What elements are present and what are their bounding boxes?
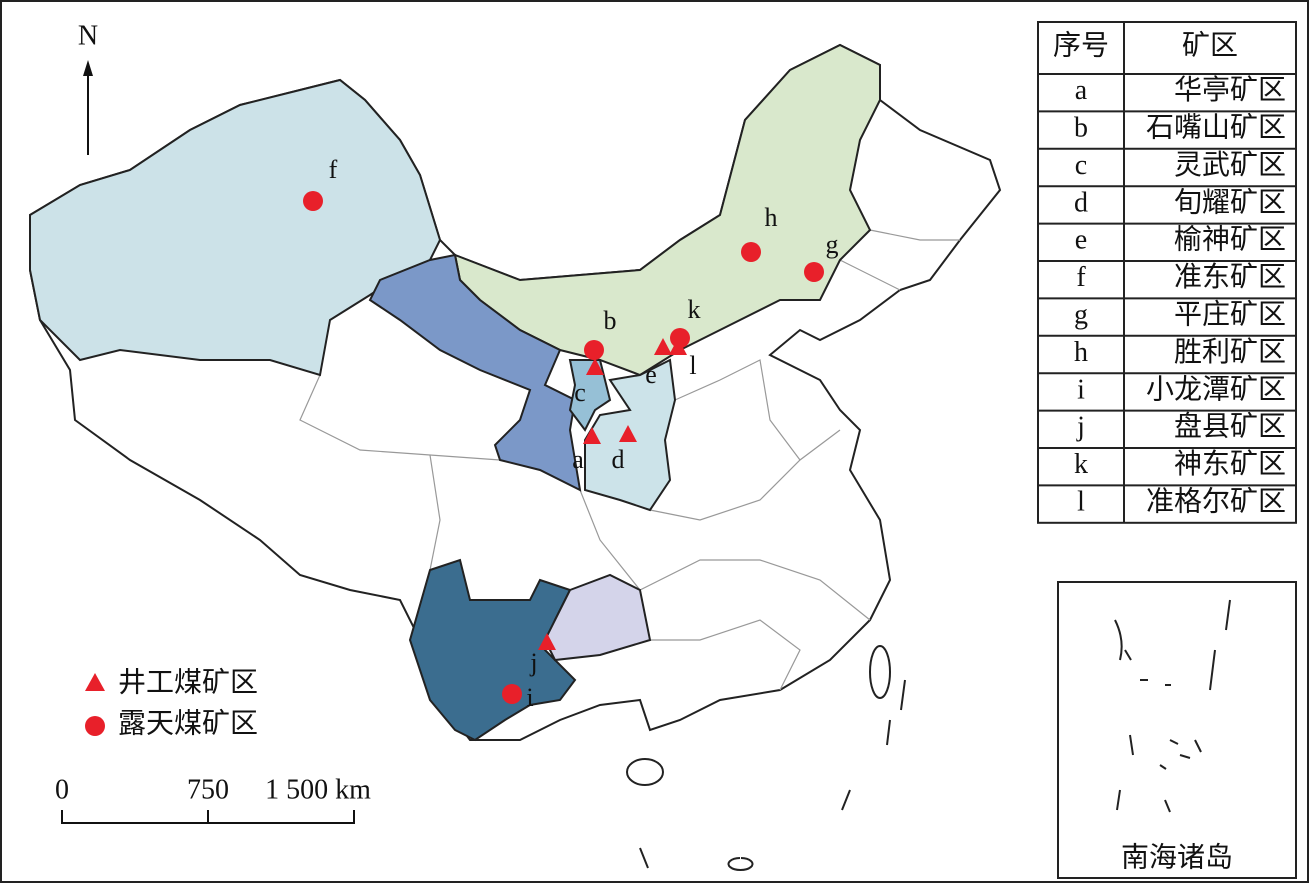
inset-islands <box>1114 599 1231 813</box>
scale-label: 1 500 km <box>265 774 371 805</box>
table-cell: 平庄矿区 <box>1174 299 1286 331</box>
legend-label: 井工煤矿区 <box>118 666 258 698</box>
province-borders <box>839 259 901 291</box>
table-cell: 准东矿区 <box>1174 261 1286 293</box>
province-borders <box>299 374 501 461</box>
legend-circle <box>85 716 105 736</box>
table-border <box>1037 21 1297 524</box>
mine-label: f <box>329 155 338 184</box>
mine-label: e <box>645 360 657 389</box>
scale-label: 750 <box>187 774 229 805</box>
mine-label: d <box>612 445 625 474</box>
mine-open-pit <box>584 340 604 360</box>
inset-title: 南海诸岛 <box>1121 841 1233 873</box>
mine-open-pit <box>502 684 522 704</box>
mine-underground <box>586 358 604 375</box>
table-cell: h <box>1074 337 1088 368</box>
province-borders <box>649 429 841 521</box>
mine-open-pit <box>741 242 761 262</box>
table-cell: 旬耀矿区 <box>1174 186 1286 218</box>
mine-label: c <box>574 378 586 407</box>
province-borders <box>650 619 801 691</box>
mine-open-pit <box>670 328 690 348</box>
table-cell: b <box>1074 113 1088 144</box>
north-label: N <box>78 20 98 51</box>
table-cell: 神东矿区 <box>1174 448 1286 480</box>
region-yunnan <box>408 558 577 742</box>
province-borders <box>429 454 441 571</box>
region-ningxia <box>568 359 612 432</box>
mine-label: g <box>826 230 839 259</box>
table-cell: j <box>1076 412 1085 443</box>
table-cell: i <box>1077 374 1085 405</box>
scale-bar: 0 750 1 500 km <box>55 774 371 824</box>
table-header: 矿区 <box>1182 29 1238 61</box>
island-taiwan <box>869 645 891 699</box>
table-cell: 华亭矿区 <box>1174 74 1286 106</box>
region-guizhou <box>543 573 652 662</box>
table-cell: f <box>1076 262 1086 293</box>
table-cell: 胜利矿区 <box>1174 336 1286 368</box>
table-header: 序号 <box>1053 29 1109 61</box>
province-borders <box>674 359 801 461</box>
region-gansu <box>368 253 582 492</box>
mine-label: k <box>688 295 701 324</box>
table-cell: k <box>1074 449 1088 480</box>
table-cell: 石嘴山矿区 <box>1146 112 1286 144</box>
inset-frame <box>1057 581 1297 879</box>
mine-label: j <box>529 648 537 677</box>
mine-underground <box>538 633 556 650</box>
mine-underground <box>669 338 687 355</box>
legend-triangle <box>85 673 105 691</box>
north-arrow-head <box>83 60 93 76</box>
table-cell: 灵武矿区 <box>1174 149 1286 181</box>
sea-borders <box>639 679 906 871</box>
mine-label: a <box>572 445 584 474</box>
table-cell: c <box>1075 150 1087 181</box>
mine-underground <box>654 338 672 355</box>
mine-underground <box>619 425 637 442</box>
mine-label: l <box>689 351 696 380</box>
island-hainan <box>626 758 664 786</box>
mine-label: i <box>526 683 533 712</box>
table-cell: 小龙潭矿区 <box>1146 373 1286 405</box>
region-inner-mongolia <box>453 43 881 377</box>
scale-label: 0 <box>55 774 69 805</box>
province-borders <box>579 489 871 621</box>
mine-open-pit <box>303 191 323 211</box>
table-cell: a <box>1075 75 1088 106</box>
table-cell: e <box>1075 225 1087 256</box>
table-cell: 准格尔矿区 <box>1146 486 1286 518</box>
table-cell: 榆神矿区 <box>1174 224 1286 256</box>
mine-table: 序号 矿区 a 华亭矿区 b 石嘴山矿区 c 灵武矿区 d 旬耀矿区 e 榆神矿区 f 准东矿区 g 平庄矿区… <box>1037 21 1297 524</box>
table-cell: l <box>1077 487 1085 518</box>
table-cell: 盘县矿区 <box>1174 411 1286 443</box>
province-borders <box>869 229 960 241</box>
mine-open-pit <box>804 262 824 282</box>
table-cell: g <box>1074 300 1088 331</box>
mine-label: h <box>765 203 778 232</box>
table-cell: d <box>1074 187 1088 218</box>
mine-label: b <box>604 306 617 335</box>
legend-label: 露天煤矿区 <box>118 707 258 739</box>
mine-underground <box>583 427 601 444</box>
mine-markers: a b c d e f g h ij kl <box>303 155 839 712</box>
